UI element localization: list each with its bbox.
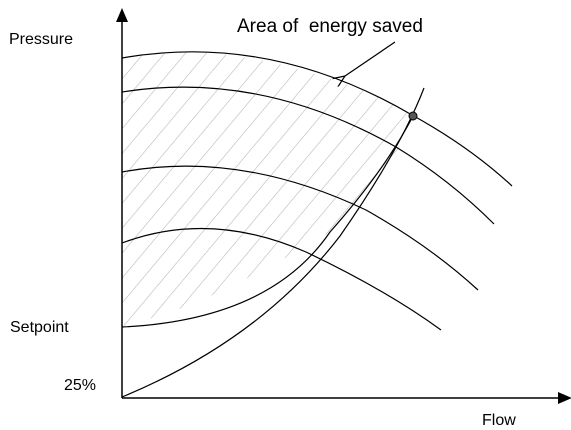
annotation-label: Area of energy saved — [237, 16, 423, 37]
energy-saved-area — [122, 51, 413, 326]
system-curve — [121, 87, 425, 398]
pump-curve-speed-4 — [121, 227, 442, 331]
duty-point — [408, 111, 418, 121]
annotation-arrow — [345, 41, 396, 76]
pump-curve-speed-2 — [121, 86, 495, 225]
y-axis-arrowhead — [116, 8, 128, 22]
y-axis-label: Pressure — [9, 31, 73, 48]
x-axis-arrowhead — [558, 392, 571, 404]
min-label: 25% — [64, 377, 96, 394]
control-curve — [121, 115, 414, 328]
setpoint-label: Setpoint — [10, 319, 69, 336]
pump-curve-100 — [121, 51, 513, 187]
pump-curve-speed-3 — [121, 165, 479, 291]
x-axis-label: Flow — [482, 412, 516, 429]
